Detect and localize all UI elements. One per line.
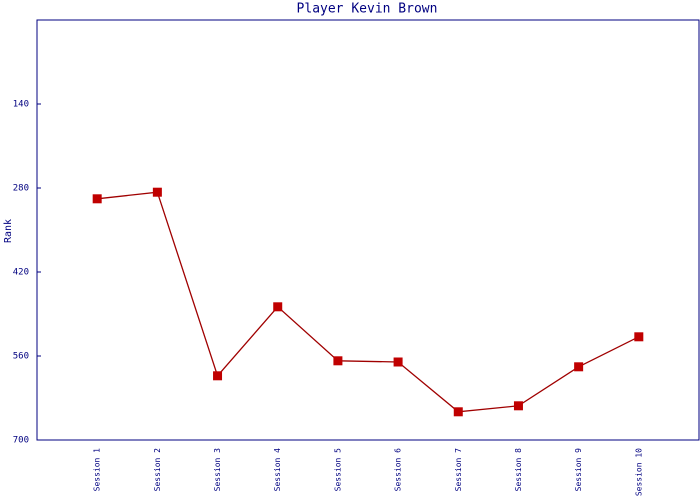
point-marker (152, 187, 162, 197)
point-marker (634, 332, 644, 342)
y-tick-label: 140 (13, 100, 29, 110)
x-tick-label: Session 9 (574, 448, 583, 492)
point-marker (393, 357, 403, 367)
point-marker (333, 356, 343, 366)
x-tick-label: Session 10 (634, 448, 643, 496)
x-tick-label: Session 8 (514, 448, 523, 492)
y-tick-label: 560 (13, 352, 29, 362)
point-marker (92, 194, 102, 204)
x-tick-label: Session 7 (454, 448, 463, 492)
point-marker (213, 371, 223, 381)
x-tick-label: Session 6 (394, 448, 403, 492)
series-line (97, 191, 640, 413)
point-marker (273, 302, 283, 312)
y-tick-label: 420 (13, 268, 29, 278)
x-tick-label: Session 4 (273, 448, 282, 492)
chart-title: Player Kevin Brown (297, 2, 438, 17)
x-tick-label: Session 3 (213, 448, 222, 492)
y-tick-label: 280 (13, 184, 29, 194)
point-marker (513, 401, 523, 411)
x-tick-label: Session 1 (93, 448, 102, 492)
y-axis-label: Rank (3, 219, 14, 243)
y-tick-label: 700 (13, 436, 29, 446)
point-marker (453, 407, 463, 417)
x-tick-label: Session 5 (333, 448, 342, 492)
plot-frame (36, 19, 700, 441)
x-tick-label: Session 2 (153, 448, 162, 492)
point-marker (574, 362, 584, 372)
